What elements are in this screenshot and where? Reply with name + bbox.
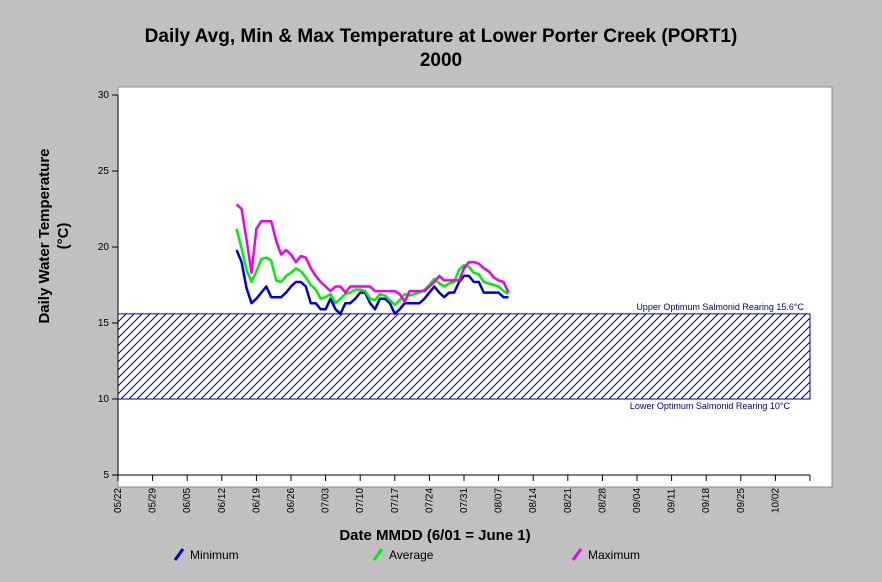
- y-tick-label-15: 15: [98, 318, 110, 329]
- x-tick-label-14: 08/28: [597, 488, 608, 513]
- x-tick-label-6: 07/03: [321, 488, 332, 513]
- x-tick-label-17: 09/18: [701, 488, 712, 513]
- x-tick-label-11: 08/07: [494, 488, 505, 513]
- y-tick-label-20: 20: [98, 242, 110, 253]
- optimum-band-0: [117, 313, 811, 400]
- x-tick-label-3: 06/12: [217, 488, 228, 513]
- series-line-average: [235, 228, 510, 307]
- legend: Minimum Average Maximum: [173, 548, 640, 562]
- y-tick-label-25: 25: [98, 166, 110, 177]
- x-tick-label-12: 08/14: [528, 488, 539, 513]
- y-tick-label-5: 5: [103, 470, 109, 481]
- legend-label-minimum: Minimum: [190, 548, 239, 562]
- x-tick-label-16: 09/11: [667, 488, 678, 513]
- x-axis-title: Date MMDD (6/01 = June 1): [339, 527, 530, 544]
- chart-title: Daily Avg, Min & Max Temperature at Lowe…: [145, 26, 738, 47]
- x-tick-label-9: 07/24: [424, 488, 435, 513]
- series-line-minimum: [235, 249, 509, 316]
- x-tick-label-19: 10/02: [770, 488, 781, 513]
- x-tick-label-8: 07/17: [390, 488, 401, 513]
- x-tick-label-5: 06/26: [286, 488, 297, 513]
- chart-subtitle: 2000: [420, 50, 462, 71]
- x-tick-label-15: 09/04: [632, 488, 643, 513]
- series-layer: [235, 203, 510, 316]
- y-axis-ticks: 5 10 15 20 25 30: [98, 90, 118, 481]
- x-tick-label-18: 09/25: [736, 488, 747, 513]
- band-lower-label-0: Lower Optimum Salmonid Rearing 10°C: [630, 401, 791, 411]
- y-tick-label-30: 30: [98, 90, 110, 101]
- y-axis-title-group: Daily Water Temperature (°C): [36, 148, 72, 323]
- legend-label-maximum: Maximum: [588, 548, 640, 562]
- legend-swatch-average: [372, 548, 384, 561]
- legend-label-average: Average: [389, 548, 434, 562]
- y-tick-label-10: 10: [98, 394, 110, 405]
- series-line-maximum: [235, 203, 510, 303]
- x-tick-label-13: 08/21: [563, 488, 574, 513]
- band-upper-label-0: Upper Optimum Salmonid Rearing 15.6°C: [636, 302, 804, 312]
- plot-area: [117, 86, 833, 488]
- y-axis-title-line2: (°C): [55, 223, 72, 250]
- legend-swatch-maximum: [571, 548, 583, 561]
- x-tick-label-7: 07/10: [355, 488, 366, 513]
- x-tick-label-4: 06/19: [251, 488, 262, 513]
- x-tick-label-2: 06/05: [182, 488, 193, 513]
- legend-swatch-minimum: [173, 548, 185, 561]
- x-tick-label-1: 05/29: [148, 488, 159, 513]
- y-axis-title-line1: Daily Water Temperature: [36, 148, 53, 323]
- x-tick-label-0: 05/22: [113, 488, 124, 513]
- x-axis-ticks: 05/22 05/29 06/05 06/12 06/19 06/26 07/03 07/10…: [113, 475, 811, 513]
- x-tick-label-10: 07/31: [459, 488, 470, 513]
- optimum-band-layer: Upper Optimum Salmonid Rearing 15.6°C Low…: [117, 302, 811, 411]
